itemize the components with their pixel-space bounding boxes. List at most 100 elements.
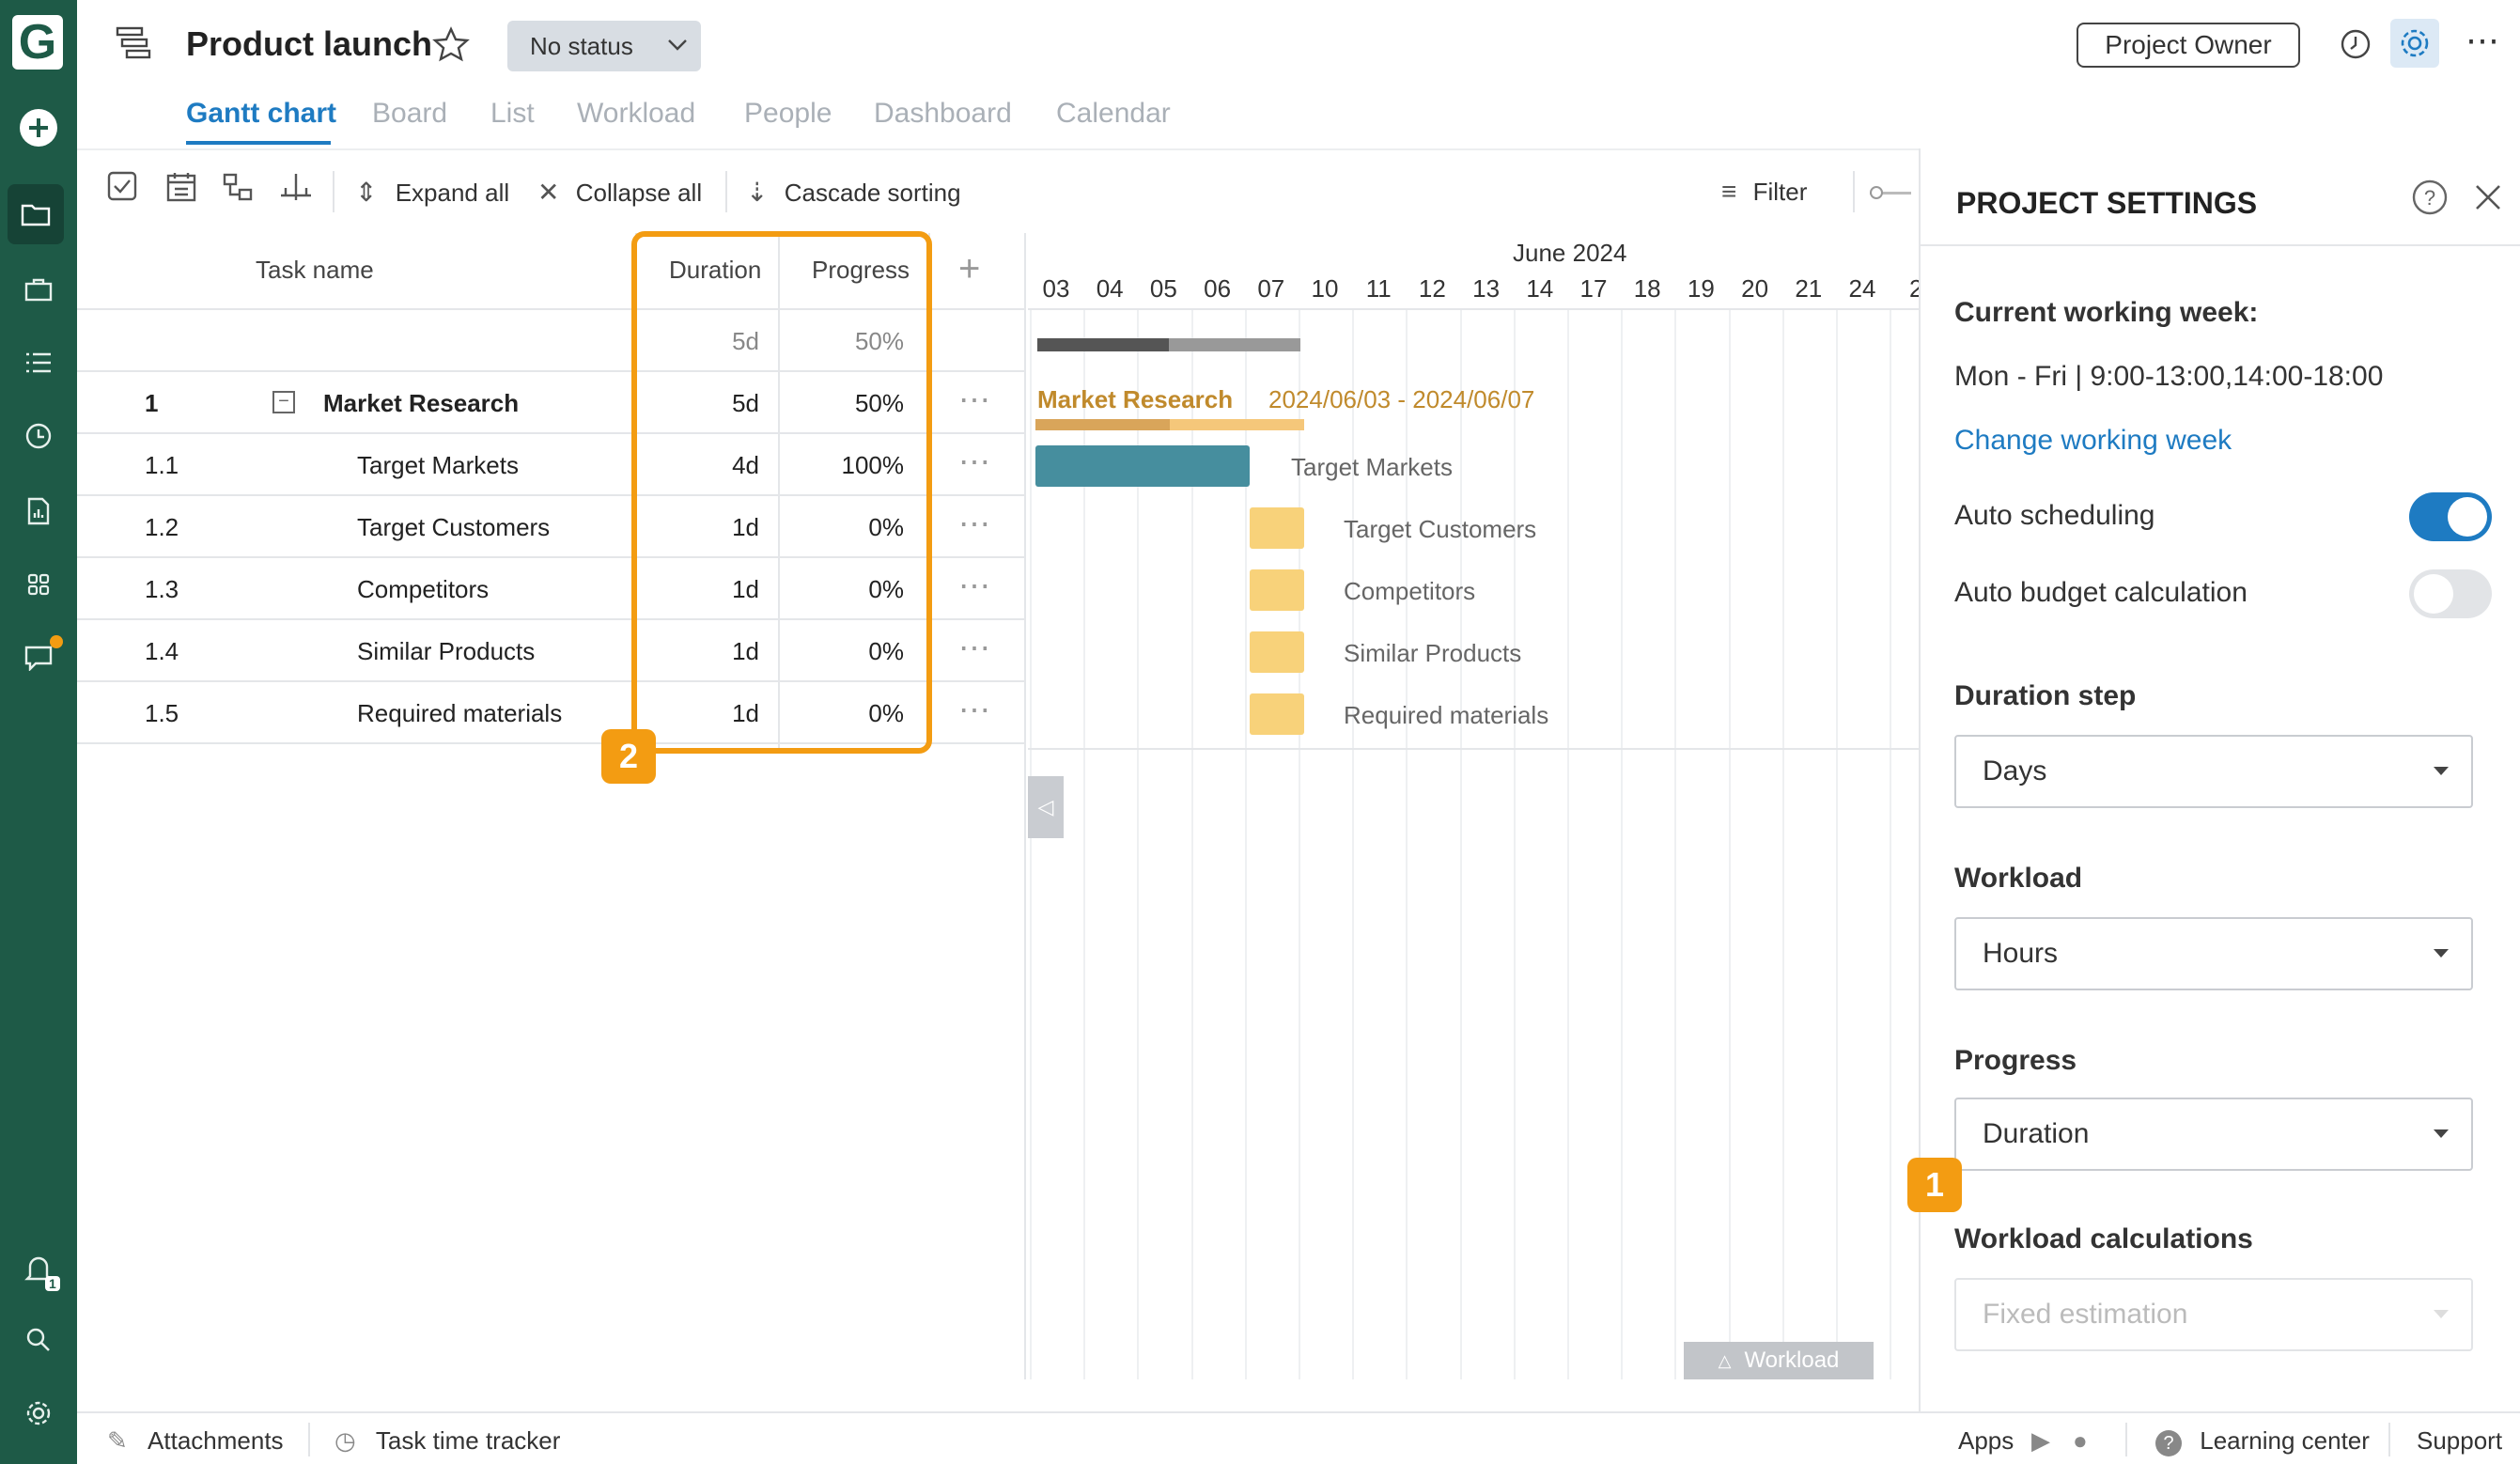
tab-workload[interactable]: Workload [577,98,696,129]
task-progress[interactable]: 50% [854,389,904,417]
task-duration[interactable]: 4d [732,451,759,479]
column-header-progress[interactable]: Progress [812,256,910,284]
tab-dashboard[interactable]: Dashboard [874,98,1012,129]
table-row[interactable]: 1.2 Target Customers 1d 0% ⋯ [77,496,1026,558]
add-icon[interactable] [0,98,77,158]
settings-gear-icon[interactable] [0,1383,77,1443]
time-clock-icon[interactable] [0,406,77,466]
parent-task-bar[interactable] [1035,419,1304,430]
change-working-week-link[interactable]: Change working week [1954,425,2232,456]
row-more-icon[interactable]: ⋯ [958,444,992,480]
help-icon[interactable]: ? [2411,179,2449,221]
apps-grid-icon[interactable] [0,554,77,615]
task-progress[interactable]: 100% [841,451,905,479]
task-bar-required-materials[interactable] [1250,693,1304,735]
task-duration[interactable]: 1d [732,513,759,541]
progress-select[interactable]: Duration [1954,1098,2473,1171]
tab-calendar[interactable]: Calendar [1056,98,1171,129]
task-name[interactable]: Similar Products [357,637,536,665]
task-duration[interactable]: 1d [732,575,759,603]
row-more-icon[interactable]: ⋯ [958,382,992,418]
notifications-bell-icon[interactable] [0,1238,77,1299]
projects-folder-icon[interactable] [8,184,64,244]
add-column-icon[interactable]: + [958,248,981,289]
app-logo[interactable]: G [12,15,63,70]
task-time-tracker-button[interactable]: ◷ Task time tracker [334,1426,560,1456]
select-tasks-checkbox-icon[interactable] [107,171,137,209]
portfolio-briefcase-icon[interactable] [0,259,77,319]
history-icon[interactable] [2338,26,2373,67]
row-more-icon[interactable]: ⋯ [958,568,992,604]
tab-board[interactable]: Board [372,98,448,129]
workload-select[interactable]: Hours [1954,917,2473,990]
tab-people[interactable]: People [744,98,832,129]
workload-panel-toggle[interactable]: △ Workload [1684,1342,1874,1379]
timeline-day: 05 [1149,274,1177,303]
task-duration[interactable]: 1d [732,637,759,665]
table-row[interactable]: 1.4 Similar Products 1d 0% ⋯ [77,620,1026,682]
table-row[interactable]: 1.3 Competitors 1d 0% ⋯ [77,558,1026,620]
more-options-icon[interactable]: ⋯ [2466,21,2501,59]
support-link[interactable]: Support [2417,1426,2503,1455]
task-progress[interactable]: 0% [868,575,904,603]
reports-icon[interactable] [0,481,77,541]
search-icon[interactable] [0,1310,77,1370]
row-more-icon[interactable]: ⋯ [958,506,992,542]
collapse-group-icon[interactable]: − [272,391,295,413]
expand-all-button[interactable]: ⇕ Expand all [355,177,509,208]
duration-step-select[interactable]: Days [1954,735,2473,808]
row-more-icon[interactable]: ⋯ [958,693,992,728]
workload-label: Workload [1954,863,2083,894]
task-progress[interactable]: 0% [868,513,904,541]
duration-step-value: Days [1983,755,2047,787]
status-dropdown[interactable]: No status [507,21,701,71]
auto-scheduling-toggle[interactable] [2409,492,2492,541]
column-header-task-name[interactable]: Task name [256,256,374,284]
row-more-icon[interactable]: ⋯ [958,631,992,666]
task-bar-target-markets[interactable] [1035,445,1250,487]
google-play-icon[interactable]: ▶ [2031,1426,2050,1455]
project-owner-button[interactable]: Project Owner [2077,23,2300,68]
collapse-grid-handle[interactable]: ◁ [1028,776,1064,838]
tab-list[interactable]: List [490,98,535,129]
task-duration[interactable]: 5d [732,389,759,417]
zoom-slider-knob[interactable] [1870,186,1883,199]
dependencies-icon[interactable] [222,171,254,210]
auto-budget-toggle[interactable] [2409,569,2492,618]
apple-icon[interactable]: ● [2073,1426,2088,1455]
task-progress[interactable]: 0% [868,637,904,665]
project-summary-row[interactable]: 5d 50% [77,310,1026,372]
table-row[interactable]: 1.1 Target Markets 4d 100% ⋯ [77,434,1026,496]
close-icon[interactable] [2473,182,2503,217]
filter-button[interactable]: ≡ Filter [1721,177,1807,207]
my-tasks-list-icon[interactable] [0,333,77,393]
task-name[interactable]: Market Research [323,389,520,417]
project-menu-icon[interactable] [115,24,152,67]
table-row[interactable]: 1.5 Required materials 1d 0% ⋯ [77,682,1026,744]
column-header-duration[interactable]: Duration [669,256,762,284]
task-progress[interactable]: 0% [868,699,904,727]
zoom-slider[interactable] [1870,186,1911,201]
task-duration[interactable]: 1d [732,699,759,727]
table-row[interactable]: 1 − Market Research 5d 50% ⋯ [77,372,1026,434]
working-week-value: Mon - Fri | 9:00-13:00,14:00-18:00 [1954,361,2384,392]
tab-gantt-chart[interactable]: Gantt chart [186,98,337,129]
timeline-gridline [1781,310,1784,1379]
project-settings-button[interactable] [2390,19,2439,68]
calendar-view-icon[interactable] [165,171,197,210]
attachments-button[interactable]: ✎ Attachments [107,1426,284,1456]
task-bar-similar-products[interactable] [1250,631,1304,673]
task-name[interactable]: Target Markets [357,451,519,479]
chat-icon[interactable] [0,628,77,688]
summary-bar[interactable] [1037,338,1300,351]
collapse-all-button[interactable]: ✕ Collapse all [537,177,702,208]
task-bar-target-customers[interactable] [1250,507,1304,549]
learning-center-button[interactable]: ? Learning center [2155,1426,2370,1456]
favorite-star-icon[interactable] [432,26,470,69]
task-name[interactable]: Required materials [357,699,563,727]
task-name[interactable]: Target Customers [357,513,551,541]
task-name[interactable]: Competitors [357,575,490,603]
critical-path-icon[interactable] [278,171,314,210]
cascade-sorting-button[interactable]: ⇣ Cascade sorting [746,177,961,208]
task-bar-competitors[interactable] [1250,569,1304,611]
